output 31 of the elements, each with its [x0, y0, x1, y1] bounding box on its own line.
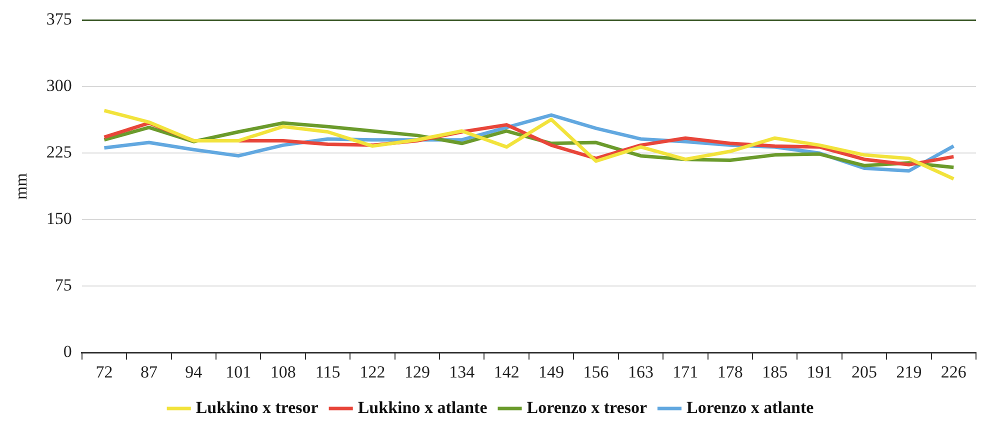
x-tick-label: 171: [672, 362, 698, 382]
x-tick-label: 101: [226, 362, 252, 382]
x-tick-label: 219: [896, 362, 922, 382]
x-tick-label: 185: [762, 362, 788, 382]
x-tick-label: 226: [940, 362, 966, 382]
x-tick-label: 156: [583, 362, 609, 382]
legend-label: Lukkino x tresor: [196, 398, 319, 417]
y-tick-label: 150: [46, 209, 72, 228]
x-tick-label: 163: [628, 362, 654, 382]
x-tick-label: 129: [404, 362, 430, 382]
legend-label: Lorenzo x atlante: [686, 398, 814, 417]
legend-label: Lukkino x atlante: [358, 398, 488, 417]
y-tick-label: 300: [46, 76, 72, 96]
legend-label: Lorenzo x tresor: [526, 398, 648, 417]
x-tick-label: 149: [538, 362, 564, 382]
y-tick-label: 75: [54, 276, 72, 295]
x-tick-label: 178: [717, 362, 743, 382]
x-tick-label: 122: [360, 362, 386, 382]
x-tick-label: 72: [96, 362, 113, 382]
y-tick-label: 225: [46, 142, 72, 162]
x-tick-label: 191: [806, 362, 832, 382]
x-tick-label: 134: [449, 362, 476, 382]
x-tick-label: 205: [851, 362, 877, 382]
y-tick-label: 0: [63, 342, 72, 362]
y-tick-label: 375: [46, 10, 72, 29]
x-tick-label: 108: [270, 362, 296, 382]
x-tick-label: 142: [494, 362, 520, 382]
y-axis-title: mm: [12, 173, 31, 200]
x-tick-label: 87: [140, 362, 158, 382]
x-tick-label: 94: [185, 362, 203, 382]
x-tick-label: 115: [315, 362, 340, 382]
